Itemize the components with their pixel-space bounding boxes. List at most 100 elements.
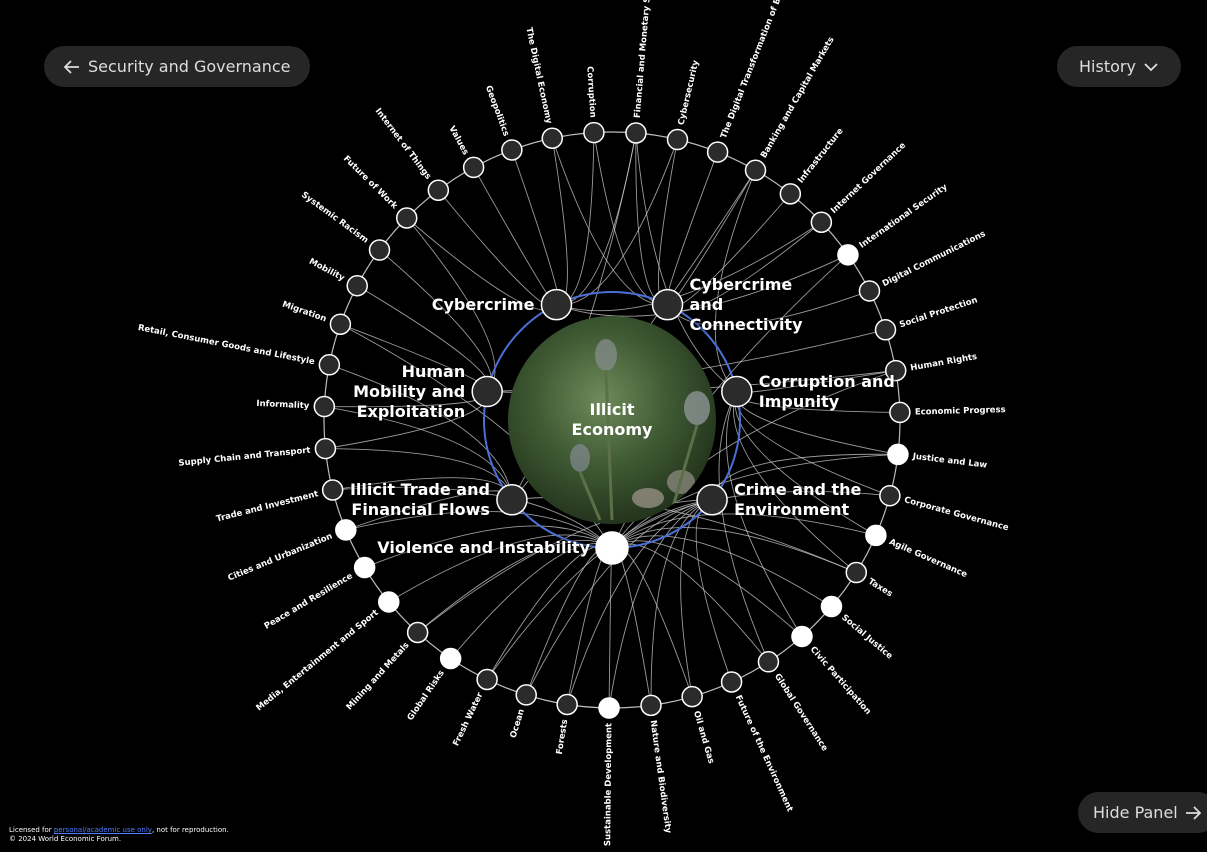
link [473, 167, 557, 307]
outer-node-label: Values [446, 124, 470, 157]
link [611, 535, 832, 607]
license-prefix: Licensed for [9, 826, 52, 834]
outer-node [845, 561, 868, 584]
outer-node-label: Infrastructure [796, 126, 846, 185]
outer-node [666, 128, 689, 151]
link [650, 499, 713, 706]
outer-node-label: Nature and Biodiversity [648, 720, 673, 835]
chevron-icon [1144, 62, 1158, 71]
outer-node [583, 121, 605, 144]
outer-node [791, 625, 813, 648]
outer-node [706, 141, 729, 163]
back-button-label: Security and Governance [88, 57, 291, 76]
link [486, 544, 613, 680]
outer-node-label: Global Risks [406, 668, 447, 722]
outer-node [810, 211, 833, 233]
outer-node [865, 524, 887, 547]
outer-node-label: Supply Chain and Transport [178, 446, 311, 469]
link [556, 132, 637, 306]
outer-node-label: Social Protection [898, 295, 979, 330]
link [388, 534, 613, 603]
center-label: Illicit Economy [571, 400, 653, 439]
inner-node [696, 484, 728, 516]
inner-node-label: Illicit Trade and Financial Flows [349, 479, 490, 519]
outer-node [476, 668, 498, 691]
outer-node-label: Agile Governance [887, 537, 968, 580]
outer-node [314, 437, 337, 460]
link [364, 525, 613, 568]
hide-panel-button[interactable]: Hide Panel [1078, 792, 1207, 833]
outer-node [346, 274, 368, 297]
link [608, 499, 713, 709]
inner-node [595, 531, 629, 565]
outer-node-label: Taxes [866, 577, 894, 600]
link [450, 543, 613, 659]
outer-node-label: Mobility [307, 257, 346, 284]
outer-node-label: Corporate Governance [903, 495, 1010, 533]
outer-node [681, 685, 703, 708]
back-arrow-icon [64, 59, 79, 74]
link [437, 189, 557, 308]
outer-node [462, 156, 485, 179]
outer-node-label: Civic Participation [808, 645, 873, 717]
outer-node [837, 244, 859, 266]
outer-node-label: Forests [555, 719, 570, 756]
inner-node-label: Cybercrime [431, 294, 535, 314]
license-footer: Licensed for personal/academic use only,… [9, 826, 229, 844]
outer-node-label: Cities and Urbanization [227, 531, 335, 583]
inner-node [496, 484, 528, 516]
outer-node-label: The Digital Economy [523, 27, 553, 126]
inner-node [540, 288, 573, 321]
outer-node [556, 693, 578, 716]
outer-node [744, 159, 767, 182]
outer-node [874, 319, 897, 341]
back-button[interactable]: Security and Governance [44, 46, 310, 87]
inner-node-label: Corruption and Impunity [758, 371, 895, 411]
outer-node [318, 354, 341, 376]
link [551, 138, 668, 306]
outer-node [335, 519, 357, 541]
outer-node [439, 647, 462, 670]
outer-node-label: Informality [256, 399, 310, 411]
outer-node [884, 359, 907, 382]
outer-node-label: Global Governance [772, 672, 830, 754]
outer-node-label: Financial and Monetary Systems [633, 0, 656, 119]
link [611, 546, 652, 706]
link [733, 391, 857, 573]
outer-node [879, 484, 901, 507]
outer-node-label: Cybersecurity [677, 59, 702, 126]
outer-node-label: International Security [858, 182, 950, 251]
link [525, 499, 713, 696]
license-link[interactable]: personal/academic use only [53, 826, 152, 834]
link [611, 540, 803, 637]
outer-node-label: Peace and Resilience [263, 571, 355, 631]
outer-node-label: Oil and Gas [691, 710, 716, 765]
outer-node-label: Corruption [584, 66, 597, 118]
outer-node [541, 127, 564, 150]
copyright: © 2024 World Economic Forum. [9, 835, 122, 843]
license-suffix: , not for reproduction. [151, 826, 229, 834]
outer-node-label: Digital Communications [881, 229, 988, 289]
link [556, 139, 678, 306]
outer-node [329, 313, 352, 335]
outer-node [395, 207, 418, 229]
history-button-label: History [1079, 57, 1136, 76]
outer-node [640, 694, 662, 717]
link [714, 170, 756, 392]
link [566, 499, 713, 705]
inner-node-label: Cybercrime and Connectivity [689, 274, 803, 334]
outer-node-label: Future of the Environment [733, 694, 795, 814]
inner-node [651, 288, 684, 321]
license-line: Licensed for personal/academic use only,… [9, 826, 229, 835]
outer-node-label: Retail, Consumer Goods and Lifestyle [137, 323, 316, 367]
outer-node [313, 395, 336, 418]
outer-node [515, 684, 537, 706]
link [329, 364, 513, 500]
inner-node [721, 375, 753, 408]
outer-node [378, 591, 400, 613]
history-button[interactable]: History [1057, 46, 1181, 87]
link [695, 499, 732, 683]
outer-node-label: Ocean [509, 708, 527, 739]
